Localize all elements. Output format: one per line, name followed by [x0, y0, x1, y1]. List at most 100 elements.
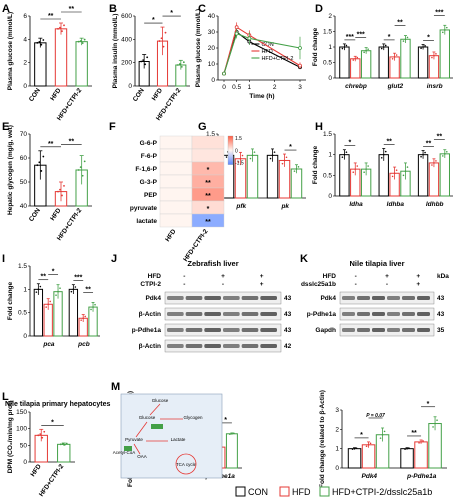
bar	[400, 448, 414, 469]
data-point	[380, 156, 383, 159]
data-point	[354, 57, 357, 60]
data-point	[402, 40, 405, 42]
bar	[439, 153, 450, 197]
x-tick-label: 2	[273, 84, 277, 91]
significance-label: *	[348, 140, 351, 147]
significance-label: **	[48, 13, 54, 20]
legend-label-ctpi: HFD+CTPI-2/dsslc25a1b	[332, 487, 432, 497]
blot-band	[260, 296, 277, 300]
bar	[417, 46, 429, 79]
data-point	[231, 432, 233, 435]
band-kda: 43	[437, 311, 445, 318]
data-point	[295, 168, 298, 170]
chart-e: 40 50 60 70 Hepatic glycogen (mg/g, wet) CON H…	[7, 125, 92, 242]
bar	[378, 46, 389, 79]
blot-band	[357, 312, 370, 316]
data-point	[431, 56, 433, 59]
treatment-sign: -	[386, 281, 388, 288]
data-point	[343, 153, 346, 156]
band-label: Gapdh	[315, 327, 336, 334]
y-tick-label: 0	[23, 83, 27, 90]
y-tick-label: 1.5	[18, 263, 27, 270]
heatmap-cell	[159, 187, 193, 202]
data-point	[367, 444, 370, 446]
data-point	[441, 31, 444, 34]
heatmap-row-label: pyruvate	[130, 205, 157, 212]
data-point	[435, 160, 437, 162]
y-tick-label: 0.5	[18, 310, 27, 317]
data-point	[59, 26, 61, 29]
bottom-legend: CON HFD HFD+CTPI-2/dsslc25a1b	[235, 486, 432, 497]
blot-title: Zebrafish liver	[187, 259, 238, 268]
pathway-diagram-m: Glucose Glucose Glycogen Pyruvate Lactate OAA…	[113, 393, 223, 479]
data-point	[176, 64, 179, 66]
data-point	[37, 434, 40, 437]
significance-label: **	[386, 138, 392, 145]
significance-label: **	[69, 139, 75, 146]
y-tick-label: 2	[335, 426, 339, 433]
data-point	[352, 59, 355, 61]
heatmap-row-label: G-3-P	[140, 179, 158, 186]
series-point	[234, 31, 239, 36]
legend-swatch-con	[235, 486, 246, 497]
series-line	[223, 26, 301, 74]
heatmap-cell	[159, 213, 193, 228]
data-point	[61, 194, 63, 197]
data-point	[63, 24, 65, 27]
data-point	[422, 46, 424, 48]
significance-label: *	[289, 144, 292, 151]
band-label: p-Pdhe1a	[132, 327, 162, 334]
y-tick-label: 40	[20, 203, 28, 210]
band-kda: 35	[437, 327, 445, 334]
y-tick-label: 50	[20, 179, 28, 186]
y-axis-label: Fold change (related to β-Actin)	[319, 390, 326, 488]
y-tick-label: 0	[335, 465, 339, 472]
pathway-label: Glucose	[152, 398, 169, 403]
data-point	[182, 61, 185, 64]
significance-label: **	[48, 141, 54, 148]
data-point	[77, 40, 80, 43]
legend-label-con: CON	[248, 487, 268, 497]
bar	[57, 443, 71, 463]
significance-label: *	[360, 432, 363, 439]
blot-band	[167, 328, 184, 332]
data-point	[384, 44, 387, 47]
data-point	[273, 151, 276, 153]
data-point	[420, 441, 422, 443]
data-point	[49, 300, 51, 303]
significance-label: ***	[346, 34, 354, 41]
data-point	[355, 447, 358, 449]
chart-c: 0 10 20 30 40 Plasma glucose (mmol/L) 0 0.5 1 2 3 T…	[195, 9, 306, 100]
bar	[68, 288, 79, 337]
blot-band	[372, 328, 385, 332]
y-axis-label: Plasma glucose (mmol/L)	[7, 12, 14, 90]
data-point	[146, 56, 149, 59]
band-label: p-Pdhe1a	[307, 311, 337, 318]
heatmap-row-label: G-6-P	[140, 140, 158, 147]
panel-letter-g: G	[198, 121, 207, 133]
data-point	[57, 190, 59, 193]
chart-k: 0 1 2 3 Fold change (related to β-Actin) Pdk4…	[319, 390, 447, 488]
legend-label: CON	[261, 42, 273, 48]
data-point	[420, 47, 422, 50]
heatmap-scale-max: 1.5	[235, 136, 242, 142]
blot-band	[204, 312, 221, 316]
x-tick-label: HFD	[49, 207, 63, 222]
panel-letter-f: F	[109, 121, 116, 133]
pathway-enzyme-box	[151, 424, 163, 429]
data-point	[436, 419, 438, 421]
group-label: pk	[280, 203, 289, 210]
data-point	[345, 151, 348, 153]
blot-band	[167, 312, 184, 316]
bar	[339, 154, 350, 197]
group-label: pfk	[235, 203, 246, 210]
data-point	[72, 288, 75, 291]
heatmap-cell	[159, 174, 193, 189]
significance-label: **	[41, 274, 47, 281]
data-point	[285, 156, 288, 159]
heatmap-scale-min: -1.5	[235, 161, 244, 167]
data-point	[367, 165, 369, 167]
significance-label: P = 0.07	[366, 413, 385, 419]
blot-band	[372, 296, 385, 300]
y-tick-label: 50	[20, 442, 28, 449]
